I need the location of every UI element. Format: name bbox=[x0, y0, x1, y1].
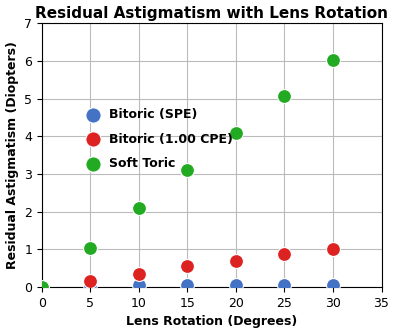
Bitoric (1.00 CPE) bbox=[330, 246, 336, 252]
Soft Toric bbox=[39, 285, 45, 290]
Soft Toric bbox=[136, 205, 142, 211]
Bitoric (1.00 CPE) bbox=[39, 285, 45, 290]
Soft Toric bbox=[330, 57, 336, 63]
Bitoric (SPE) bbox=[184, 283, 190, 288]
Soft Toric bbox=[87, 245, 94, 250]
Bitoric (1.00 CPE) bbox=[281, 252, 288, 257]
Bitoric (1.00 CPE) bbox=[184, 264, 190, 269]
Bitoric (SPE) bbox=[136, 283, 142, 288]
Legend: Bitoric (SPE), Bitoric (1.00 CPE), Soft Toric: Bitoric (SPE), Bitoric (1.00 CPE), Soft … bbox=[75, 103, 238, 175]
Soft Toric bbox=[184, 168, 190, 173]
X-axis label: Lens Rotation (Degrees): Lens Rotation (Degrees) bbox=[126, 315, 297, 328]
Bitoric (SPE) bbox=[233, 283, 239, 288]
Soft Toric bbox=[233, 130, 239, 135]
Y-axis label: Residual Astigmatism (Diopters): Residual Astigmatism (Diopters) bbox=[6, 41, 19, 269]
Title: Residual Astigmatism with Lens Rotation: Residual Astigmatism with Lens Rotation bbox=[35, 6, 388, 21]
Bitoric (SPE) bbox=[87, 283, 94, 288]
Soft Toric bbox=[281, 93, 288, 99]
Bitoric (1.00 CPE) bbox=[87, 278, 94, 284]
Bitoric (SPE) bbox=[39, 285, 45, 290]
Bitoric (1.00 CPE) bbox=[136, 271, 142, 277]
Bitoric (1.00 CPE) bbox=[233, 258, 239, 264]
Bitoric (SPE) bbox=[281, 283, 288, 288]
Bitoric (SPE) bbox=[330, 283, 336, 288]
